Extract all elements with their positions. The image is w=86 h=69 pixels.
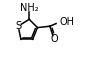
Text: NH₂: NH₂ bbox=[20, 3, 39, 13]
Text: S: S bbox=[15, 21, 21, 31]
Text: O: O bbox=[50, 34, 58, 44]
Text: OH: OH bbox=[60, 17, 75, 27]
